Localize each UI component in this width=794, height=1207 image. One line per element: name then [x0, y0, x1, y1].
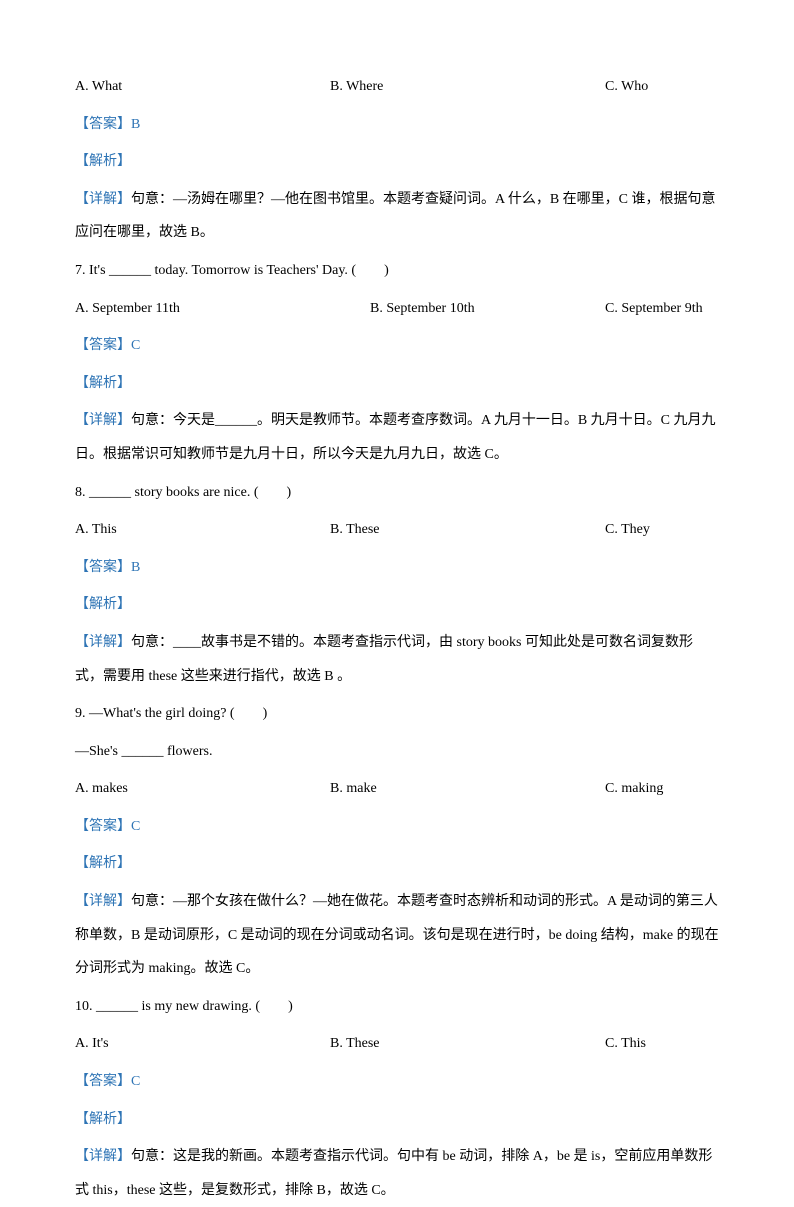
q7-detail-text: 句意：今天是______。明天是教师节。本题考查序数词。A 九月十一日。B 九月… [75, 413, 716, 462]
q8-question: 8. ______ story books are nice. ( ) [75, 476, 719, 510]
q8-answer-value: B [131, 560, 140, 575]
q6-option-b: B. Where [330, 70, 605, 104]
q9-analysis-label: 【解析】 [75, 847, 719, 881]
q10-options: A. It's B. These C. This [75, 1027, 719, 1061]
q8-option-c: C. They [605, 513, 719, 547]
q10-option-a: A. It's [75, 1027, 330, 1061]
q9-options: A. makes B. make C. making [75, 772, 719, 806]
q10-answer-label: 【答案】 [75, 1074, 131, 1089]
q6-detail-label: 【详解】 [75, 192, 131, 207]
q7-detail: 【详解】句意：今天是______。明天是教师节。本题考查序数词。A 九月十一日。… [75, 404, 719, 471]
q8-option-b: B. These [330, 513, 605, 547]
q6-detail: 【详解】句意：—汤姆在哪里？—他在图书馆里。本题考查疑问词。A 什么，B 在哪里… [75, 183, 719, 250]
q9-question-line1: 9. —What's the girl doing? ( ) [75, 697, 719, 731]
q8-answer: 【答案】B [75, 551, 719, 585]
q10-answer: 【答案】C [75, 1065, 719, 1099]
q7-options: A. September 11th B. September 10th C. S… [75, 292, 719, 326]
q6-answer-value: B [131, 117, 140, 132]
q8-answer-label: 【答案】 [75, 560, 131, 575]
q10-question: 10. ______ is my new drawing. ( ) [75, 990, 719, 1024]
q6-analysis-label: 【解析】 [75, 145, 719, 179]
q10-detail-label: 【详解】 [75, 1149, 131, 1164]
q10-answer-value: C [131, 1074, 140, 1089]
q7-option-b: B. September 10th [370, 292, 605, 326]
q7-answer-label: 【答案】 [75, 338, 131, 353]
q8-analysis-label: 【解析】 [75, 588, 719, 622]
q10-analysis-label: 【解析】 [75, 1103, 719, 1137]
q6-option-c: C. Who [605, 70, 719, 104]
q9-detail-label: 【详解】 [75, 894, 131, 909]
q6-option-a: A. What [75, 70, 330, 104]
q9-question-line2: —She's ______ flowers. [75, 735, 719, 769]
q8-detail-text: 句意：____故事书是不错的。本题考查指示代词，由 story books 可知… [75, 635, 693, 684]
q10-detail-text: 句意：这是我的新画。本题考查指示代词。句中有 be 动词，排除 A，be 是 i… [75, 1149, 712, 1198]
q8-option-a: A. This [75, 513, 330, 547]
q7-analysis-label: 【解析】 [75, 367, 719, 401]
q10-option-b: B. These [330, 1027, 605, 1061]
q7-option-a: A. September 11th [75, 292, 370, 326]
q9-option-c: C. making [605, 772, 719, 806]
q7-answer: 【答案】C [75, 329, 719, 363]
q7-option-c: C. September 9th [605, 292, 719, 326]
q10-detail: 【详解】句意：这是我的新画。本题考查指示代词。句中有 be 动词，排除 A，be… [75, 1140, 719, 1207]
q7-question: 7. It's ______ today. Tomorrow is Teache… [75, 254, 719, 288]
q7-answer-value: C [131, 338, 140, 353]
q8-options: A. This B. These C. They [75, 513, 719, 547]
q9-option-a: A. makes [75, 772, 330, 806]
q9-answer: 【答案】C [75, 810, 719, 844]
q9-answer-value: C [131, 819, 140, 834]
q6-answer: 【答案】B [75, 108, 719, 142]
q9-detail: 【详解】句意：—那个女孩在做什么？—她在做花。本题考查时态辨析和动词的形式。A … [75, 885, 719, 986]
q9-option-b: B. make [330, 772, 605, 806]
q6-detail-text: 句意：—汤姆在哪里？—他在图书馆里。本题考查疑问词。A 什么，B 在哪里，C 谁… [75, 192, 716, 241]
q10-option-c: C. This [605, 1027, 719, 1061]
q8-detail-label: 【详解】 [75, 635, 131, 650]
q7-detail-label: 【详解】 [75, 413, 131, 428]
q9-answer-label: 【答案】 [75, 819, 131, 834]
q9-detail-text: 句意：—那个女孩在做什么？—她在做花。本题考查时态辨析和动词的形式。A 是动词的… [75, 894, 719, 976]
q8-detail: 【详解】句意：____故事书是不错的。本题考查指示代词，由 story book… [75, 626, 719, 693]
q6-answer-label: 【答案】 [75, 117, 131, 132]
q6-options: A. What B. Where C. Who [75, 70, 719, 104]
